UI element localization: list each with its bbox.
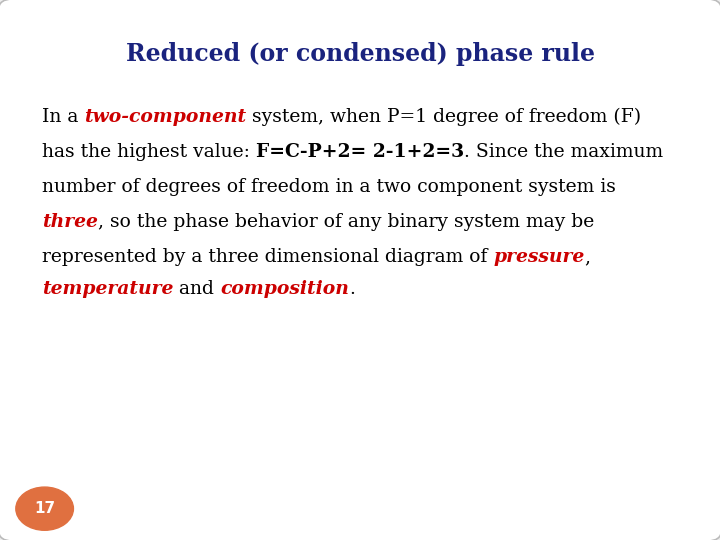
Text: 17: 17 xyxy=(34,501,55,516)
Text: two-component: two-component xyxy=(84,107,246,125)
Text: three: three xyxy=(42,213,98,231)
Text: , so the phase behavior of any binary system may be: , so the phase behavior of any binary sy… xyxy=(98,213,594,231)
Text: pressure: pressure xyxy=(493,248,585,266)
Text: system, when P=1 degree of freedom (F): system, when P=1 degree of freedom (F) xyxy=(246,107,642,125)
Text: . Since the maximum: . Since the maximum xyxy=(464,143,663,160)
Text: composition: composition xyxy=(220,280,349,298)
Text: represented by a three dimensional diagram of: represented by a three dimensional diagr… xyxy=(42,248,493,266)
Text: and: and xyxy=(173,280,220,298)
Text: ,: , xyxy=(585,248,590,266)
Text: F=C-P+2= 2-1+2=3: F=C-P+2= 2-1+2=3 xyxy=(256,143,464,160)
Text: temperature: temperature xyxy=(42,280,173,298)
Text: number of degrees of freedom in a two component system is: number of degrees of freedom in a two co… xyxy=(42,178,616,195)
Text: In a: In a xyxy=(42,107,84,125)
Text: .: . xyxy=(349,280,355,298)
Text: Reduced (or condensed) phase rule: Reduced (or condensed) phase rule xyxy=(125,42,595,66)
Text: has the highest value:: has the highest value: xyxy=(42,143,256,160)
